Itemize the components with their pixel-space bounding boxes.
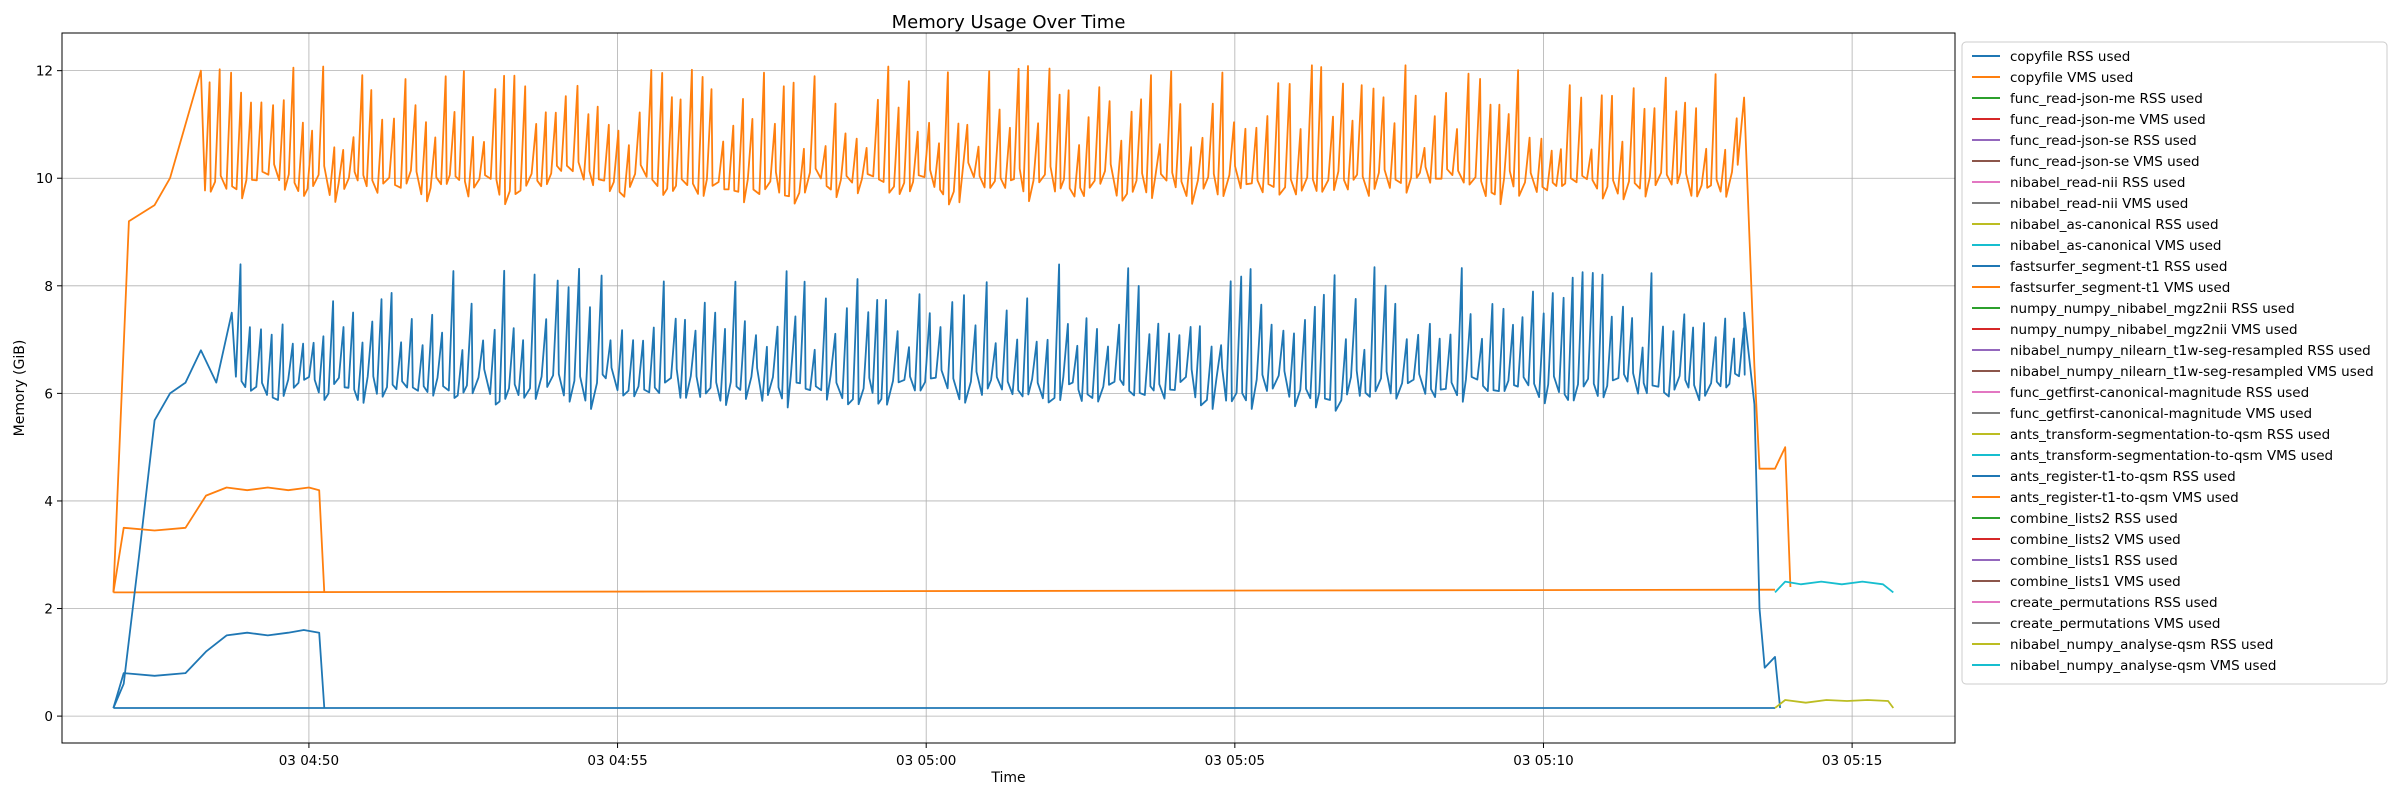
legend-label: func_read-json-se RSS used (2010, 133, 2197, 149)
legend-label: nibabel_numpy_nilearn_t1w-seg-resampled … (2010, 364, 2374, 380)
legend-label: func_read-json-me VMS used (2010, 112, 2206, 128)
series-line (112, 64, 1792, 593)
legend-label: nibabel_numpy_analyse-qsm VMS used (2010, 658, 2276, 674)
series-line (1774, 580, 1894, 594)
legend-label: create_permutations RSS used (2010, 595, 2218, 611)
legend-label: ants_register-t1-to-qsm RSS used (2010, 469, 2236, 485)
legend-label: fastsurfer_segment-t1 RSS used (2010, 259, 2227, 275)
legend-label: numpy_numpy_nibabel_mgz2nii VMS used (2010, 322, 2298, 338)
legend-label: combine_lists1 VMS used (2010, 574, 2181, 590)
legend-label: copyfile VMS used (2010, 70, 2133, 86)
series-line (112, 263, 1781, 709)
legend-label: combine_lists2 RSS used (2010, 511, 2178, 527)
y-tick-label: 2 (44, 602, 53, 618)
legend-label: combine_lists1 RSS used (2010, 553, 2178, 569)
plot-frame (61, 32, 1956, 744)
y-tick-label: 8 (44, 279, 53, 295)
x-tick-label: 03 04:55 (587, 753, 647, 769)
legend-label: nibabel_numpy_nilearn_t1w-seg-resampled … (2010, 343, 2371, 359)
legend-label: func_read-json-me RSS used (2010, 91, 2203, 107)
legend-label: func_getfirst-canonical-magnitude RSS us… (2010, 385, 2309, 401)
legend-label: ants_register-t1-to-qsm VMS used (2010, 490, 2239, 506)
series-line (112, 486, 326, 593)
x-tick-label: 03 05:00 (896, 753, 956, 769)
axis-ticks: 0 2 4 6 8 10 12 03 04:50 03 04:55 03 05:00 03 05:0… (36, 64, 1882, 769)
grid-lines (62, 33, 1955, 743)
legend-label: func_getfirst-canonical-magnitude VMS us… (2010, 406, 2312, 422)
series-lines (112, 64, 1895, 709)
legend-label: nibabel_numpy_analyse-qsm RSS used (2010, 637, 2273, 653)
legend-label: ants_transform-segmentation-to-qsm RSS u… (2010, 427, 2330, 443)
legend-label: nibabel_as-canonical RSS used (2010, 217, 2219, 233)
y-tick-label: 12 (36, 64, 53, 80)
x-tick-label: 03 05:15 (1822, 753, 1882, 769)
legend-label: combine_lists2 VMS used (2010, 532, 2181, 548)
legend-label: numpy_numpy_nibabel_mgz2nii RSS used (2010, 301, 2295, 317)
x-tick-label: 03 05:10 (1513, 753, 1573, 769)
legend-label: ants_transform-segmentation-to-qsm VMS u… (2010, 448, 2333, 464)
legend-label: create_permutations VMS used (2010, 616, 2220, 632)
legend-label: nibabel_read-nii RSS used (2010, 175, 2185, 191)
legend-label: nibabel_as-canonical VMS used (2010, 238, 2221, 254)
series-line (113, 588, 1776, 594)
series-line (112, 629, 326, 709)
y-tick-label: 4 (44, 494, 53, 510)
legend-label: copyfile RSS used (2010, 49, 2130, 65)
chart-title: Memory Usage Over Time (892, 12, 1126, 33)
x-tick-label: 03 04:50 (279, 753, 339, 769)
y-tick-label: 0 (44, 709, 53, 725)
x-axis-label: Time (990, 770, 1025, 786)
legend-label: fastsurfer_segment-t1 VMS used (2010, 280, 2230, 296)
legend: copyfile RSS used copyfile VMS used func_r… (1961, 41, 2388, 685)
legend-label: nibabel_read-nii VMS used (2010, 196, 2188, 212)
y-tick-label: 10 (36, 171, 53, 187)
y-axis-label: Memory (GiB) (12, 340, 28, 437)
legend-label: func_read-json-se VMS used (2010, 154, 2200, 170)
y-tick-label: 6 (44, 386, 53, 402)
legend-box (1961, 41, 2388, 685)
x-tick-label: 03 05:05 (1205, 753, 1265, 769)
series-line (1774, 699, 1895, 709)
